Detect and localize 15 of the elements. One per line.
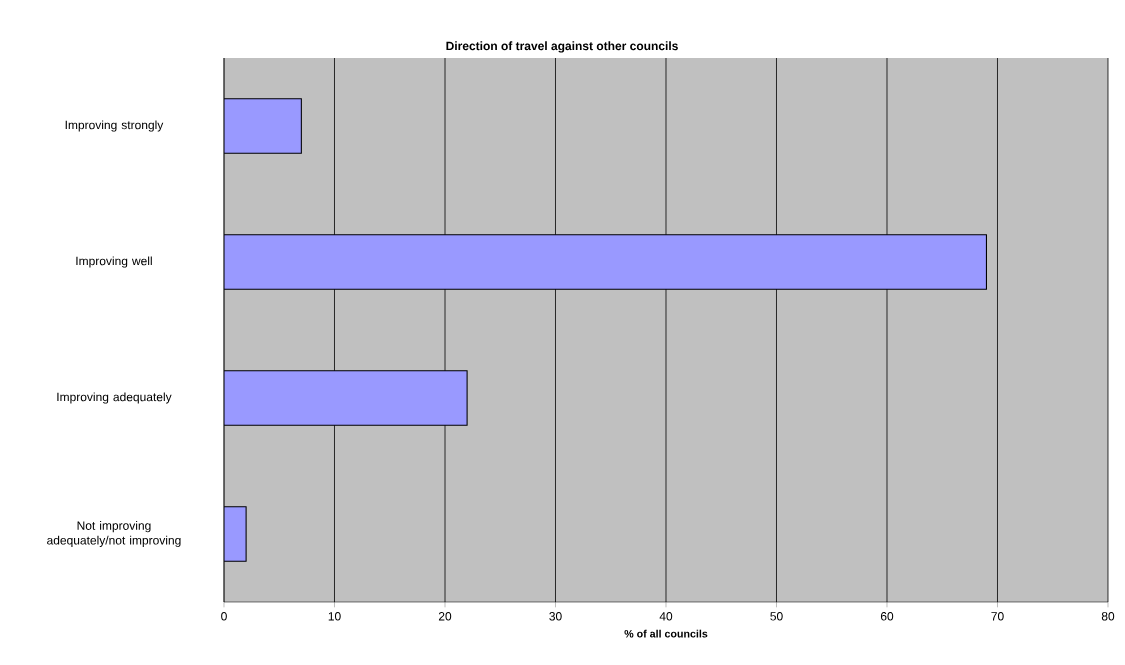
x-tick-label: 0 <box>221 612 227 621</box>
x-tick-label: 80 <box>1101 612 1115 621</box>
y-tick-label: Not improving adequately/not improving <box>47 521 181 547</box>
y-tick-label: Improving well <box>76 256 152 268</box>
chart-title: Direction of travel against other councils <box>446 41 678 53</box>
y-tick-label: Improving adequately <box>57 392 172 404</box>
y-tick-label: Improving strongly <box>65 120 164 132</box>
x-tick-label: 30 <box>549 612 562 621</box>
x-tick-label: 10 <box>328 612 341 621</box>
x-tick-label: 50 <box>770 612 783 621</box>
x-tick-label: 70 <box>991 612 1004 621</box>
x-tick-label: 60 <box>880 612 894 621</box>
x-tick-label: 20 <box>438 612 452 621</box>
x-axis-title: % of all councils <box>624 629 708 638</box>
x-tick-label: 40 <box>659 612 673 621</box>
